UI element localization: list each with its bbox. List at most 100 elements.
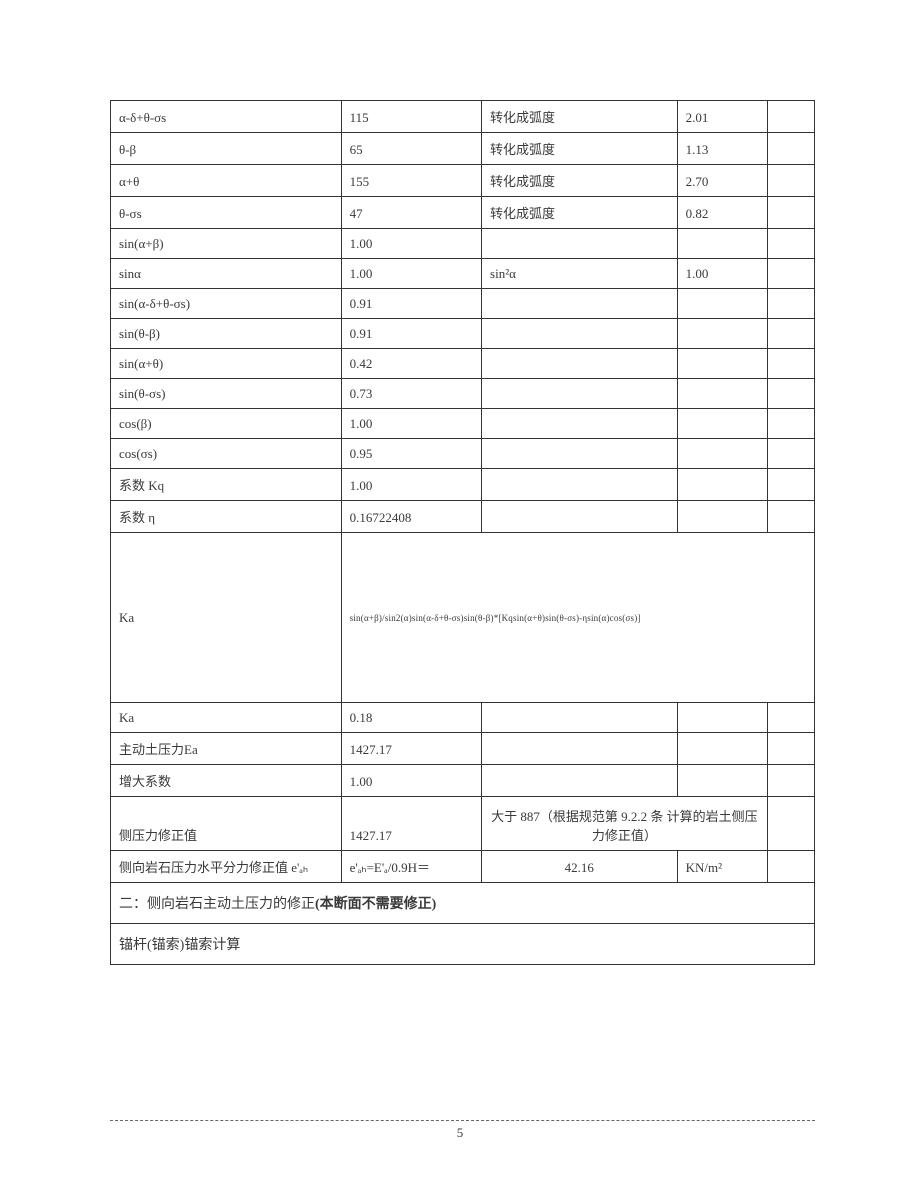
- table-cell: [677, 349, 767, 379]
- eah-label: 侧向岩石压力水平分力修正值 e'ₐₕ: [111, 851, 342, 883]
- table-cell: sin(α-δ+θ-σs): [111, 289, 342, 319]
- table-cell: 115: [341, 101, 481, 133]
- table-cell: [767, 259, 814, 289]
- table-cell: sin(θ-σs): [111, 379, 342, 409]
- table-cell: sinα: [111, 259, 342, 289]
- footer-divider: [110, 1120, 815, 1121]
- correction-value: 1427.17: [341, 797, 481, 851]
- table-cell: [482, 229, 678, 259]
- ka-label-cell: Ka: [111, 533, 342, 703]
- correction-note: 大于 887（根据规范第 9.2.2 条 计算的岩土侧压力修正值）: [482, 797, 768, 851]
- table-cell: θ-σs: [111, 197, 342, 229]
- correction-label: 侧压力修正值: [111, 797, 342, 851]
- table-cell: [677, 703, 767, 733]
- section-3-cell: 锚杆(锚索)锚索计算: [111, 924, 815, 965]
- table-row: cos(σs)0.95: [111, 439, 815, 469]
- table-cell: 1.00: [341, 409, 481, 439]
- eah-empty: [767, 851, 814, 883]
- table-cell: [767, 165, 814, 197]
- table-cell: 系数 Kq: [111, 469, 342, 501]
- table-cell: [767, 101, 814, 133]
- table-row: sin(θ-σs)0.73: [111, 379, 815, 409]
- section-2-bold: (本断面不需要修正): [315, 897, 436, 912]
- table-cell: 2.01: [677, 101, 767, 133]
- table-cell: [677, 469, 767, 501]
- table-cell: 0.82: [677, 197, 767, 229]
- table-cell: 0.42: [341, 349, 481, 379]
- table-cell: 1.00: [677, 259, 767, 289]
- table-cell: 1.13: [677, 133, 767, 165]
- table-cell: 1.00: [341, 259, 481, 289]
- table-row: 系数 η0.16722408: [111, 501, 815, 533]
- table-cell: 0.91: [341, 289, 481, 319]
- table-row: 增大系数1.00: [111, 765, 815, 797]
- table-cell: [677, 501, 767, 533]
- table-cell: [482, 733, 678, 765]
- table-cell: [767, 439, 814, 469]
- table-cell: 2.70: [677, 165, 767, 197]
- table-cell: sin(α+β): [111, 229, 342, 259]
- table-cell: 增大系数: [111, 765, 342, 797]
- table-row: Ka0.18: [111, 703, 815, 733]
- section-2-prefix: 二：侧向岩石主动土压力的修正: [119, 897, 315, 912]
- table-cell: [767, 733, 814, 765]
- table-cell: [767, 197, 814, 229]
- table-cell: [482, 469, 678, 501]
- table-cell: [677, 765, 767, 797]
- table-cell: cos(σs): [111, 439, 342, 469]
- table-cell: [482, 439, 678, 469]
- correction-row: 侧压力修正值 1427.17 大于 887（根据规范第 9.2.2 条 计算的岩…: [111, 797, 815, 851]
- table-cell: 转化成弧度: [482, 101, 678, 133]
- table-cell: 47: [341, 197, 481, 229]
- table-cell: α+θ: [111, 165, 342, 197]
- page-number: 5: [0, 1125, 920, 1141]
- table-cell: [482, 703, 678, 733]
- table-cell: [767, 133, 814, 165]
- table-row: α+θ155转化成弧度2.70: [111, 165, 815, 197]
- table-cell: 转化成弧度: [482, 165, 678, 197]
- table-cell: [767, 349, 814, 379]
- table-row: sin(α-δ+θ-σs)0.91: [111, 289, 815, 319]
- table-cell: 主动土压力Ea: [111, 733, 342, 765]
- table-row: θ-σs47转化成弧度0.82: [111, 197, 815, 229]
- table-cell: 系数 η: [111, 501, 342, 533]
- table-cell: [482, 409, 678, 439]
- table-row: sin(α+θ)0.42: [111, 349, 815, 379]
- table-cell: 1427.17: [341, 733, 481, 765]
- table-cell: 1.00: [341, 765, 481, 797]
- table-body-1: α-δ+θ-σs115转化成弧度2.01θ-β65转化成弧度1.13α+θ155…: [111, 101, 815, 533]
- table-cell: 转化成弧度: [482, 133, 678, 165]
- table-row: α-δ+θ-σs115转化成弧度2.01: [111, 101, 815, 133]
- table-cell: [482, 319, 678, 349]
- eah-formula: e'ₐₕ=E'ₐ/0.9H＝: [341, 851, 481, 883]
- table-row: 主动土压力Ea1427.17: [111, 733, 815, 765]
- table-body-2: Ka0.18主动土压力Ea1427.17增大系数1.00: [111, 703, 815, 797]
- table-cell: [677, 319, 767, 349]
- correction-empty: [767, 797, 814, 851]
- table-cell: [677, 439, 767, 469]
- table-row: sin(θ-β)0.91: [111, 319, 815, 349]
- table-cell: 0.16722408: [341, 501, 481, 533]
- table-row: θ-β65转化成弧度1.13: [111, 133, 815, 165]
- table-cell: 155: [341, 165, 481, 197]
- ka-formula-cell: sin(α+β)/sin2(α)sin(α-δ+θ-σs)sin(θ-β)*[K…: [341, 533, 814, 703]
- table-cell: 0.18: [341, 703, 481, 733]
- section-2-cell: 二：侧向岩石主动土压力的修正(本断面不需要修正): [111, 883, 815, 924]
- table-cell: [677, 733, 767, 765]
- table-cell: [767, 319, 814, 349]
- table-cell: [677, 379, 767, 409]
- table-row: cos(β)1.00: [111, 409, 815, 439]
- table-cell: 0.91: [341, 319, 481, 349]
- table-cell: [767, 379, 814, 409]
- table-row: sinα1.00sin²α1.00: [111, 259, 815, 289]
- table-row: 系数 Kq1.00: [111, 469, 815, 501]
- table-cell: [767, 501, 814, 533]
- table-cell: 65: [341, 133, 481, 165]
- table-cell: [767, 229, 814, 259]
- eah-value: 42.16: [482, 851, 678, 883]
- table-cell: sin²α: [482, 259, 678, 289]
- table-cell: [767, 409, 814, 439]
- table-cell: 0.73: [341, 379, 481, 409]
- table-cell: [677, 289, 767, 319]
- table-cell: [482, 349, 678, 379]
